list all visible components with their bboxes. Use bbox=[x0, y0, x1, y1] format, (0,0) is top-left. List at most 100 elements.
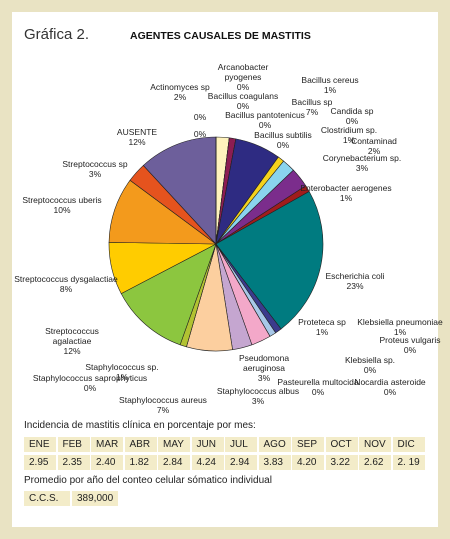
value-label: 3% bbox=[251, 396, 265, 406]
value-label: 1% bbox=[323, 85, 337, 95]
slice-label: Bacillus subtilis 0% bbox=[243, 130, 323, 150]
ccs-value: 389,000 bbox=[72, 491, 118, 506]
value-label: 0% bbox=[276, 140, 290, 150]
value-label: 0% bbox=[193, 112, 207, 122]
slice-label: Streptococcus sp 3% bbox=[45, 159, 145, 179]
value-label: 3% bbox=[355, 163, 369, 173]
category-label: Bacillus pantotenicus bbox=[225, 110, 305, 120]
slice-label: Bacillus cereus 1% bbox=[295, 75, 365, 95]
category-label: Contaminad bbox=[351, 136, 397, 146]
value-label: 0% bbox=[311, 387, 325, 397]
slice-label: Enterobacter aerogenes 1% bbox=[291, 183, 401, 203]
slice-label: Arcanobacter pyogenes 0% bbox=[213, 62, 273, 92]
ccs-caption: Promedio por año del conteo celular sóma… bbox=[24, 475, 272, 486]
month-value: 2.40 bbox=[91, 455, 123, 470]
category-label: Klebsiella pneumoniae bbox=[357, 317, 443, 327]
slice-label: Actinomyces sp 2% bbox=[140, 82, 220, 102]
slice-label: Streptococcus dysgalactiae 8% bbox=[1, 274, 131, 294]
category-label: AUSENTE bbox=[116, 127, 158, 137]
month-header: JUL bbox=[225, 437, 257, 452]
month-value: 2.62 bbox=[359, 455, 391, 470]
month-value: 2. 19 bbox=[392, 455, 425, 470]
month-value: 4.24 bbox=[191, 455, 224, 470]
slice-label: Klebsiella sp. 0% bbox=[335, 355, 405, 375]
value-label: 10% bbox=[53, 205, 71, 215]
month-value: 3.83 bbox=[258, 455, 291, 470]
value-label: 0% bbox=[236, 101, 250, 111]
value-label: 7% bbox=[305, 107, 319, 117]
month-value: 1.82 bbox=[124, 455, 157, 470]
slice-label: Proteus vulgaris 0% bbox=[370, 335, 450, 355]
pie-slice bbox=[142, 136, 217, 245]
value-label: 2% bbox=[173, 92, 187, 102]
category-label: Bacillus coagulans bbox=[207, 91, 279, 101]
slice-label: Bacillus sp 7% bbox=[282, 97, 342, 117]
slice-label: Staphylococcus sp. 1% bbox=[77, 362, 167, 382]
category-label: Staphylococcus saprophyticus bbox=[32, 373, 148, 383]
month-value: 2.35 bbox=[57, 455, 90, 470]
month-header: AGO bbox=[258, 437, 291, 452]
slice-label: Staphylococcus albus 3% bbox=[208, 386, 308, 406]
pie-slice bbox=[120, 243, 217, 346]
value-label: 2% bbox=[367, 146, 381, 156]
slice-label: Proteteca sp 1% bbox=[287, 317, 357, 337]
category-label: Corynebacterium sp. bbox=[322, 153, 402, 163]
category-label: Clostridium sp. bbox=[320, 125, 378, 135]
value-label: 23% bbox=[346, 281, 364, 291]
month-value: 2.95 bbox=[24, 455, 56, 470]
category-label: Klebsiella sp. bbox=[344, 355, 396, 365]
month-value: 3.22 bbox=[325, 455, 358, 470]
slice-label: Bacillus coagulans 0% bbox=[198, 91, 288, 111]
ccs-label: C.C.S. bbox=[24, 491, 70, 506]
category-label: Bacillus cereus bbox=[301, 75, 359, 85]
value-label: 3% bbox=[88, 169, 102, 179]
slice-label: Pseudomona aeruginosa 3% bbox=[229, 353, 299, 383]
slice-label: Staphylococcus saprophyticus 0% bbox=[25, 373, 155, 393]
month-header: SEP bbox=[292, 437, 324, 452]
month-header: JUN bbox=[191, 437, 224, 452]
month-header: ABR bbox=[124, 437, 157, 452]
category-label: Pasteurella multocida bbox=[277, 377, 359, 387]
value-label: 3% bbox=[257, 373, 271, 383]
slice-label: Corynebacterium sp. 3% bbox=[317, 153, 407, 173]
month-header: OCT bbox=[325, 437, 358, 452]
month-header: FEB bbox=[57, 437, 90, 452]
month-header: DIC bbox=[392, 437, 425, 452]
slice-label: Contaminad 2% bbox=[344, 136, 404, 156]
value-label: 0% bbox=[383, 387, 397, 397]
figure-label: Gráfica 2. bbox=[24, 26, 90, 43]
category-label: Nocardia asteroide bbox=[354, 377, 426, 387]
value-label: 0% bbox=[403, 345, 417, 355]
month-value: 2.94 bbox=[225, 455, 257, 470]
value-label: 0% bbox=[363, 365, 377, 375]
value-label: 8% bbox=[59, 284, 73, 294]
slice-label: 0% bbox=[185, 112, 215, 122]
category-label: Escherichia coli bbox=[325, 271, 385, 281]
category-label: Actinomyces sp bbox=[150, 82, 210, 92]
value-label: 1% bbox=[339, 193, 353, 203]
month-header: ENE bbox=[24, 437, 56, 452]
category-label: Streptococcus agalactiae bbox=[45, 326, 99, 346]
category-label: Enterobacter aerogenes bbox=[300, 183, 392, 193]
category-label: Arcanobacter pyogenes bbox=[217, 62, 269, 82]
value-label: 7% bbox=[156, 405, 170, 415]
slice-label: Pasteurella multocida 0% bbox=[268, 377, 368, 397]
value-label: 0% bbox=[258, 120, 272, 130]
value-label: 0% bbox=[193, 129, 207, 139]
value-label: 0% bbox=[345, 116, 359, 126]
value-label: 0% bbox=[236, 82, 250, 92]
category-label: Bacillus subtilis bbox=[254, 130, 312, 140]
value-label: 1% bbox=[342, 135, 356, 145]
slice-label: Staphylococcus aureus 7% bbox=[113, 395, 213, 415]
category-label: Staphylococcus sp. bbox=[85, 362, 159, 372]
category-label: Streptococcus uberis bbox=[22, 195, 102, 205]
month-value: 4.20 bbox=[292, 455, 324, 470]
slice-label: Streptococcus uberis 10% bbox=[7, 195, 117, 215]
month-header: MAY bbox=[158, 437, 190, 452]
value-label: 12% bbox=[128, 137, 146, 147]
category-label: Streptococcus dysgalactiae bbox=[14, 274, 118, 284]
category-label: Proteus vulgaris bbox=[379, 335, 441, 345]
category-label: Staphylococcus albus bbox=[216, 386, 300, 396]
value-label: 0% bbox=[83, 383, 97, 393]
